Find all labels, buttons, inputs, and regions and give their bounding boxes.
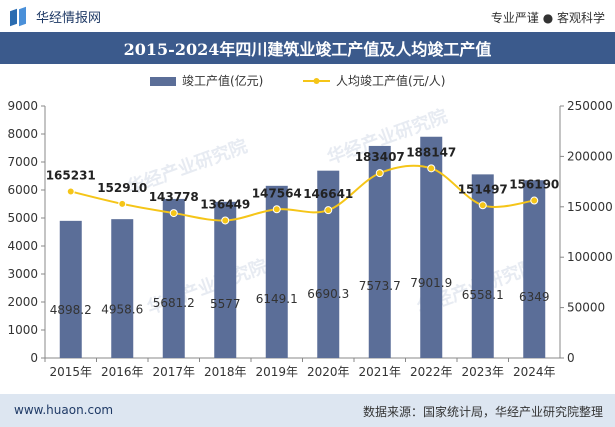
line-series	[66, 164, 539, 225]
bar-value-label: 7901.9	[410, 276, 452, 290]
y-left-tick-label: 8000	[7, 127, 38, 141]
bar	[523, 180, 546, 358]
title-bar: 2015-2024年四川建筑业竣工产值及人均竣工产值	[0, 32, 615, 64]
y-right-tick-label: 150000	[567, 200, 613, 214]
chart-title: 2015-2024年四川建筑业竣工产值及人均竣工产值	[123, 40, 492, 59]
line-point	[118, 199, 127, 208]
bar-value-label: 4958.6	[101, 303, 143, 317]
bar-value-label: 6149.1	[256, 292, 298, 306]
line-value-label: 183407	[355, 150, 405, 164]
bar-value-label: 6690.3	[307, 287, 349, 301]
footer: www.huaon.com 数据来源：国家统计局，华经产业研究院整理	[0, 394, 615, 427]
bar	[111, 219, 134, 358]
bar	[368, 145, 391, 358]
line-point	[324, 206, 333, 215]
chart: 华经产业研究院华经产业研究院华经产业研究院华经产业研究院 竣工产值(亿元)人均竣…	[7, 73, 612, 379]
bar-value-label: 6349	[519, 290, 550, 304]
x-tick-label: 2018年	[204, 365, 247, 379]
top-bar: 华经情报网 专业严谨 ● 客观科学	[0, 0, 615, 32]
bar-value-label: 5577	[210, 297, 241, 311]
x-tick-label: 2022年	[410, 365, 453, 379]
y-left-tick-label: 2000	[7, 295, 38, 309]
bar	[317, 170, 340, 358]
site-name: 华经情报网	[36, 11, 102, 26]
y-left-tick-label: 9000	[7, 99, 38, 113]
line-point	[221, 216, 230, 225]
x-tick-label: 2020年	[307, 365, 350, 379]
y-right-tick-label: 0	[567, 351, 575, 365]
y-left-tick-label: 5000	[7, 211, 38, 225]
y-left-tick-label: 1000	[7, 323, 38, 337]
data-labels: 4898.2 4958.6 5681.2 5577 6149.1 6690.3 7573.7…	[46, 145, 560, 317]
y-left-tick-label: 4000	[7, 239, 38, 253]
bars	[59, 136, 546, 358]
bar	[59, 220, 82, 358]
y-right-tick-label: 250000	[567, 99, 613, 113]
logo-icon	[10, 6, 30, 26]
x-tick-label: 2017年	[152, 365, 195, 379]
y-left-tick-label: 0	[30, 351, 38, 365]
y-right-tick-label: 200000	[567, 149, 613, 163]
legend-line-label: 人均竣工产值(元/人)	[336, 73, 445, 88]
legend-bar-label: 竣工产值(亿元)	[182, 73, 263, 88]
line-value-label: 136449	[200, 197, 250, 211]
bar	[420, 136, 443, 358]
bar	[162, 198, 185, 358]
bar-value-label: 4898.2	[50, 303, 92, 317]
x-tick-label: 2024年	[513, 365, 556, 379]
line-point	[530, 196, 539, 205]
line-point	[272, 205, 281, 214]
bar-value-label: 7573.7	[359, 279, 401, 293]
data-source: 数据来源：国家统计局，华经产业研究院整理	[362, 405, 603, 419]
line-path	[70, 164, 535, 222]
line-value-label: 156190	[509, 178, 559, 192]
slogan: 专业严谨 ● 客观科学	[490, 11, 605, 25]
bar-value-label: 6558.1	[462, 288, 504, 302]
line-point	[478, 201, 487, 210]
footer-url[interactable]: www.huaon.com	[14, 403, 114, 417]
legend-line-marker	[313, 78, 320, 84]
legend: 竣工产值(亿元) 人均竣工产值(元/人)	[150, 73, 445, 88]
line-value-label: 165231	[46, 168, 96, 182]
bar	[265, 185, 288, 358]
x-tick-label: 2021年	[358, 365, 401, 379]
y-right-tick-label: 100000	[567, 250, 613, 264]
y-left-tick-label: 6000	[7, 183, 38, 197]
line-point	[375, 169, 384, 178]
line-value-label: 146641	[303, 187, 353, 201]
line-value-label: 147564	[252, 186, 302, 200]
line-value-label: 143778	[149, 190, 199, 204]
y-left-tick-label: 7000	[7, 155, 38, 169]
axes: 0 1000 2000 3000 4000 5000 6000 7000 8000 9000 0 50…	[7, 99, 612, 379]
line-point	[66, 187, 75, 196]
y-right-tick-label: 50000	[567, 301, 605, 315]
x-tick-label: 2019年	[255, 365, 298, 379]
line-point	[427, 164, 436, 173]
bar	[214, 201, 237, 358]
logo: 华经情报网	[10, 6, 102, 26]
line-value-label: 188147	[406, 145, 456, 159]
legend-bar-swatch	[150, 77, 176, 86]
line-value-label: 151497	[458, 182, 508, 196]
y-left-tick-label: 3000	[7, 267, 38, 281]
bar	[471, 174, 494, 358]
line-point	[169, 209, 178, 218]
x-tick-label: 2016年	[101, 365, 144, 379]
bar-value-label: 5681.2	[153, 296, 195, 310]
x-tick-label: 2023年	[461, 365, 504, 379]
line-value-label: 152910	[97, 181, 147, 195]
x-tick-label: 2015年	[49, 365, 92, 379]
